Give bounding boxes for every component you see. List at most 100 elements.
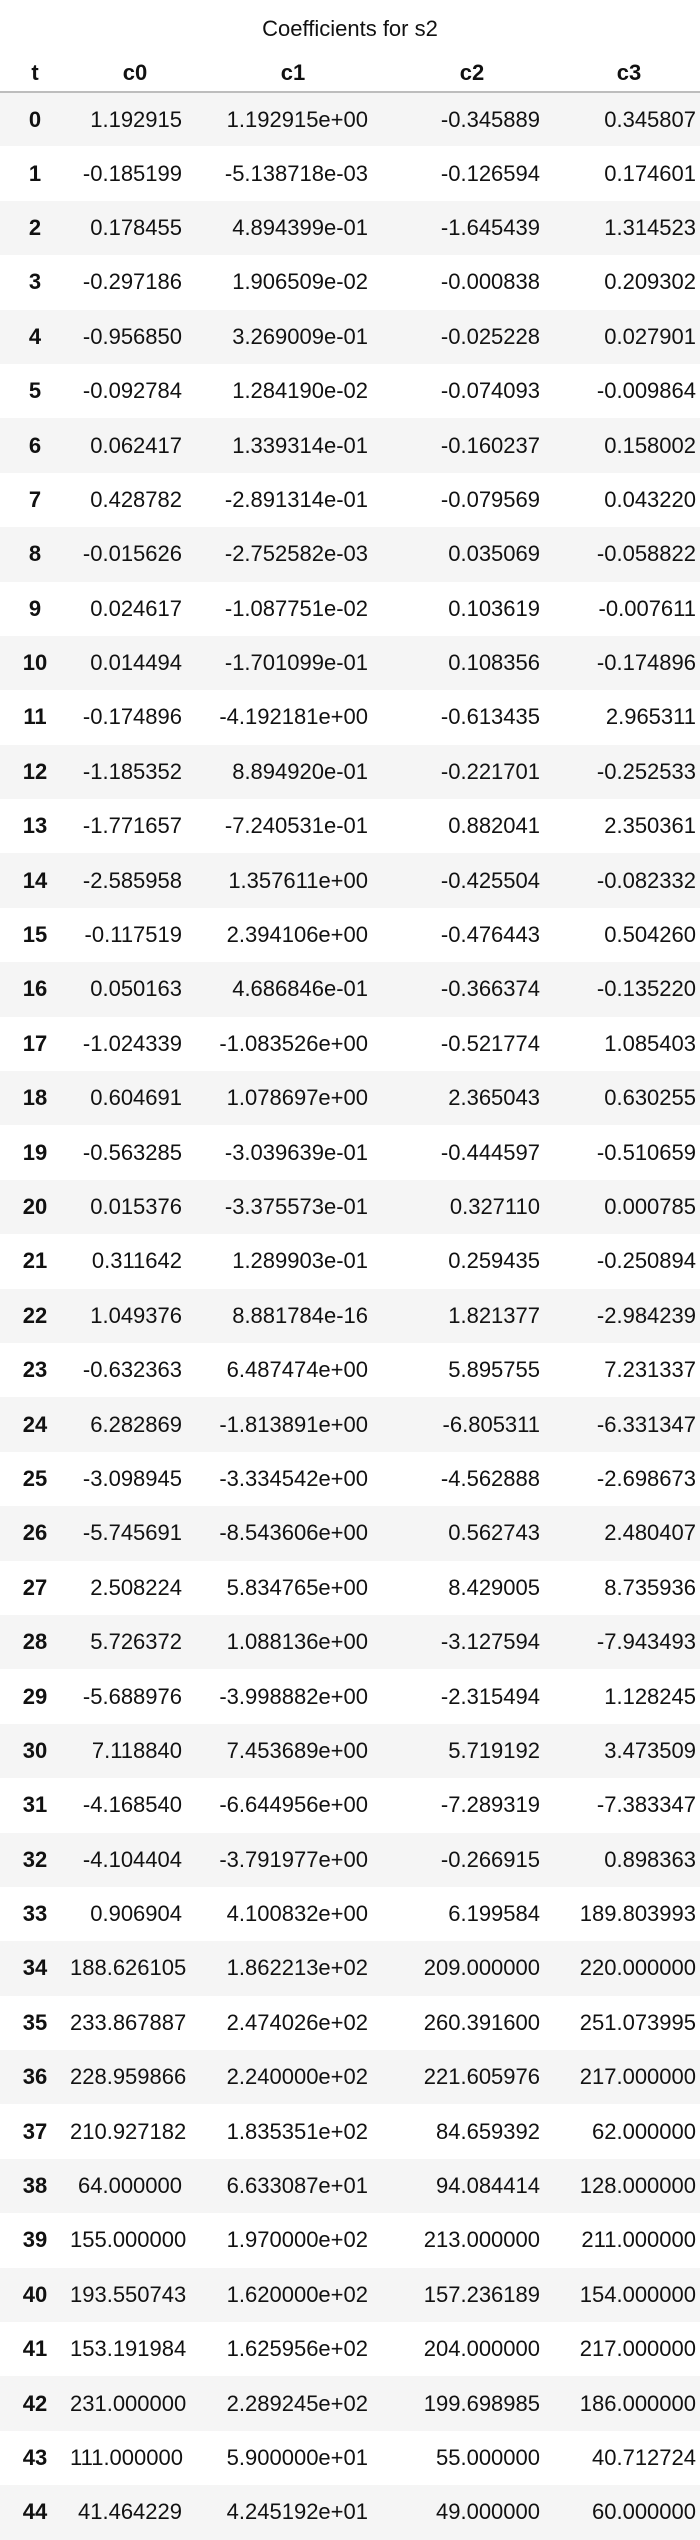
- cell-c1: 2.240000e+02: [226, 2064, 368, 2090]
- cell-c1: 8.894920e-01: [232, 758, 368, 784]
- cell-c2: -0.266915: [440, 1846, 540, 1872]
- cell-c3: 0.209302: [604, 269, 696, 295]
- cell-c1: -1.083526e+00: [219, 1030, 368, 1056]
- cell-c3: 0.345807: [604, 106, 696, 132]
- cell-c0: 111.000000: [70, 2444, 183, 2470]
- cell-c1: 7.453689e+00: [226, 1737, 368, 1763]
- cell-c3: -7.943493: [596, 1629, 696, 1655]
- cell-c0: 0.050163: [90, 976, 182, 1002]
- cell-c0: -2.585958: [82, 867, 182, 893]
- cell-c0: 7.118840: [91, 1737, 182, 1763]
- cell-c2: -0.079569: [440, 486, 540, 512]
- table-row: 2 0.178455 4.894399e-01 -1.645439 1.314523: [0, 200, 700, 256]
- table-row: 28 5.726372 1.088136e+00 -3.127594 -7.943493: [0, 1614, 700, 1670]
- cell-c0: 233.867887: [70, 2009, 187, 2035]
- table-row: 14 -2.585958 1.357611e+00 -0.425504 -0.08233…: [0, 853, 700, 908]
- cell-c1: -1.087751e-02: [224, 595, 368, 621]
- cell-c3: 211.000000: [581, 2227, 696, 2253]
- cell-c1: 1.906509e-02: [232, 269, 368, 295]
- table-row: 12 -1.185352 8.894920e-01 -0.221701 -0.25253…: [0, 744, 700, 800]
- cell-c2: 0.327110: [449, 1194, 540, 1219]
- cell-c3: -0.250894: [596, 1248, 696, 1274]
- cell-c3: 0.043220: [604, 486, 696, 512]
- cell-c2: -0.160237: [440, 432, 540, 458]
- table-row: 22 1.049376 8.881784e-16 1.821377 -2.984239: [0, 1288, 700, 1343]
- table-row: 31 -4.168540 -6.644956e+00 -7.289319 -7.3833…: [0, 1778, 700, 1833]
- table-row: 16 0.050163 4.686846e-01 -0.366374 -0.135220: [0, 962, 700, 1017]
- table-row: 17 -1.024339 -1.083526e+00 -0.521774 1.08540…: [0, 1016, 700, 1072]
- cell-c1: -5.138718e-03: [224, 160, 368, 186]
- cell-c2: -0.613435: [440, 704, 540, 730]
- cell-c0: 0.178455: [90, 214, 182, 240]
- cell-c0: -1.185352: [82, 758, 182, 784]
- cell-c3: -0.252533: [596, 758, 696, 784]
- table-row: 15 -0.117519 2.394106e+00 -0.476443 0.504260: [0, 907, 700, 963]
- cell-c3: 1.085403: [604, 1030, 696, 1056]
- cell-c1: 5.834765e+00: [226, 1574, 368, 1600]
- cell-c0: -0.563285: [82, 1139, 182, 1165]
- cell-c3: 3.473509: [604, 1737, 696, 1763]
- cell-c2: 209.000000: [423, 1955, 540, 1981]
- cell-c1: 1.620000e+02: [226, 2281, 368, 2307]
- cell-c0: 0.024617: [90, 595, 182, 621]
- table-row: 7 0.428782 -2.891314e-01 -0.079569 0.043220: [0, 472, 700, 528]
- cell-c2: 157.236189: [423, 2281, 540, 2307]
- cell-c2: 0.108356: [448, 650, 540, 676]
- cell-c0: 0.604691: [90, 1085, 182, 1111]
- column-header-c0: c0: [70, 54, 200, 93]
- cell-c1: -3.998882e+00: [219, 1683, 368, 1709]
- row-index: 40: [22, 2281, 48, 2307]
- cell-c2: 0.103619: [448, 595, 540, 621]
- cell-c1: 1.625956e+02: [226, 2336, 368, 2362]
- cell-c2: 6.199584: [448, 1901, 540, 1927]
- row-index: 16: [22, 976, 48, 1002]
- cell-c2: -0.444597: [440, 1139, 540, 1165]
- cell-c3: -0.174896: [596, 650, 696, 676]
- cell-c3: 251.073995: [579, 2009, 696, 2035]
- row-index: 10: [22, 650, 48, 676]
- row-index: 1: [28, 160, 42, 186]
- cell-c1: 5.900000e+01: [226, 2444, 368, 2470]
- cell-c0: 193.550743: [70, 2281, 187, 2307]
- cell-c2: -0.345889: [440, 106, 540, 132]
- row-index: 30: [22, 1737, 48, 1763]
- cell-c3: 0.158002: [604, 432, 696, 458]
- coefficients-table: t c0 c1 c2 c3 0 1.192915 1.192915e+00 -0.34…: [0, 54, 700, 2540]
- row-index: 18: [22, 1085, 48, 1111]
- cell-c0: 0.062417: [90, 432, 182, 458]
- cell-c3: 154.000000: [579, 2281, 696, 2307]
- cell-c3: 0.504260: [604, 922, 696, 948]
- table-row: 18 0.604691 1.078697e+00 2.365043 0.630255: [0, 1071, 700, 1126]
- row-index: 32: [22, 1846, 48, 1872]
- cell-c0: -0.092784: [82, 378, 182, 404]
- cell-c3: -2.698673: [596, 1465, 696, 1491]
- cell-c2: 0.882041: [448, 813, 540, 839]
- row-index: 33: [22, 1901, 48, 1927]
- row-index: 28: [22, 1629, 48, 1655]
- table-row: 3 -0.297186 1.906509e-02 -0.000838 0.209302: [0, 255, 700, 310]
- cell-c3: 40.712724: [592, 2444, 696, 2470]
- table-row: 20 0.015376 -3.375573e-01 0.327110 0.000785: [0, 1179, 700, 1235]
- row-index: 6: [28, 432, 42, 458]
- cell-c3: 7.231337: [604, 1357, 696, 1383]
- cell-c0: -1.771657: [82, 813, 182, 839]
- cell-c0: 1.049376: [90, 1302, 182, 1328]
- table-row: 40 193.550743 1.620000e+02 157.236189 154.00…: [0, 2267, 700, 2323]
- cell-c2: 0.562743: [448, 1520, 540, 1546]
- cell-c2: 1.821377: [448, 1302, 540, 1328]
- cell-c3: 1.128245: [604, 1683, 696, 1709]
- cell-c1: 1.339314e-01: [232, 432, 368, 458]
- cell-c3: 0.630255: [604, 1085, 696, 1111]
- row-index: 5: [28, 378, 42, 404]
- table-caption: Coefficients for s2: [262, 16, 438, 41]
- cell-c3: 2.965311: [605, 704, 696, 730]
- cell-c0: 0.906904: [90, 1901, 182, 1927]
- cell-c0: 153.191984: [70, 2336, 187, 2362]
- table-row: 41 153.191984 1.625956e+02 204.000000 217.00…: [0, 2322, 700, 2377]
- row-index: 2: [28, 214, 42, 240]
- table-row: 4 -0.956850 3.269009e-01 -0.025228 0.027901: [0, 309, 700, 364]
- cell-c2: 199.698985: [423, 2390, 540, 2416]
- row-index: 42: [22, 2390, 48, 2416]
- cell-c2: 204.000000: [423, 2336, 540, 2362]
